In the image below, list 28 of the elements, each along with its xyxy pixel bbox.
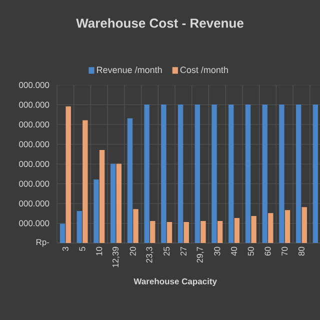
- text: 000.000: [19, 141, 50, 148]
- x-tick-label: 80: [298, 246, 304, 256]
- legend-label: Revenue /month: [97, 66, 162, 74]
- text: 000.000: [19, 82, 50, 88]
- x-tick-label: 30: [214, 246, 220, 256]
- chart-title: Warehouse Cost - Revenue: [76, 18, 244, 28]
- x-tick-label: 50: [248, 246, 254, 256]
- text: 000.000: [19, 220, 50, 226]
- x-tick-label: 25: [164, 246, 170, 256]
- text: 000.000: [19, 121, 50, 128]
- x-tick-label: 3: [62, 246, 68, 251]
- x-tick-label: 12,39: [112, 246, 120, 268]
- x-tick-label: 5: [79, 246, 86, 251]
- text: 000.000: [19, 102, 50, 108]
- text: 000.000: [19, 200, 50, 206]
- text: Rp-: [36, 239, 50, 247]
- text: 000.000: [19, 180, 50, 187]
- x-tick-label: 10: [96, 246, 102, 256]
- x-tick-label: 20: [130, 246, 136, 256]
- text: 000.000: [19, 160, 50, 167]
- x-tick-label: 29,7: [196, 246, 204, 263]
- x-tick-label: 60: [264, 246, 271, 256]
- x-tick-label: 40: [231, 246, 238, 256]
- x-tick-label: 27: [180, 246, 186, 256]
- x-tick-label: 70: [282, 246, 288, 256]
- x-tick-label: 23,3: [146, 246, 154, 263]
- x-axis-title: Warehouse Capacity: [134, 278, 217, 286]
- legend-label: Cost /month: [180, 66, 228, 74]
